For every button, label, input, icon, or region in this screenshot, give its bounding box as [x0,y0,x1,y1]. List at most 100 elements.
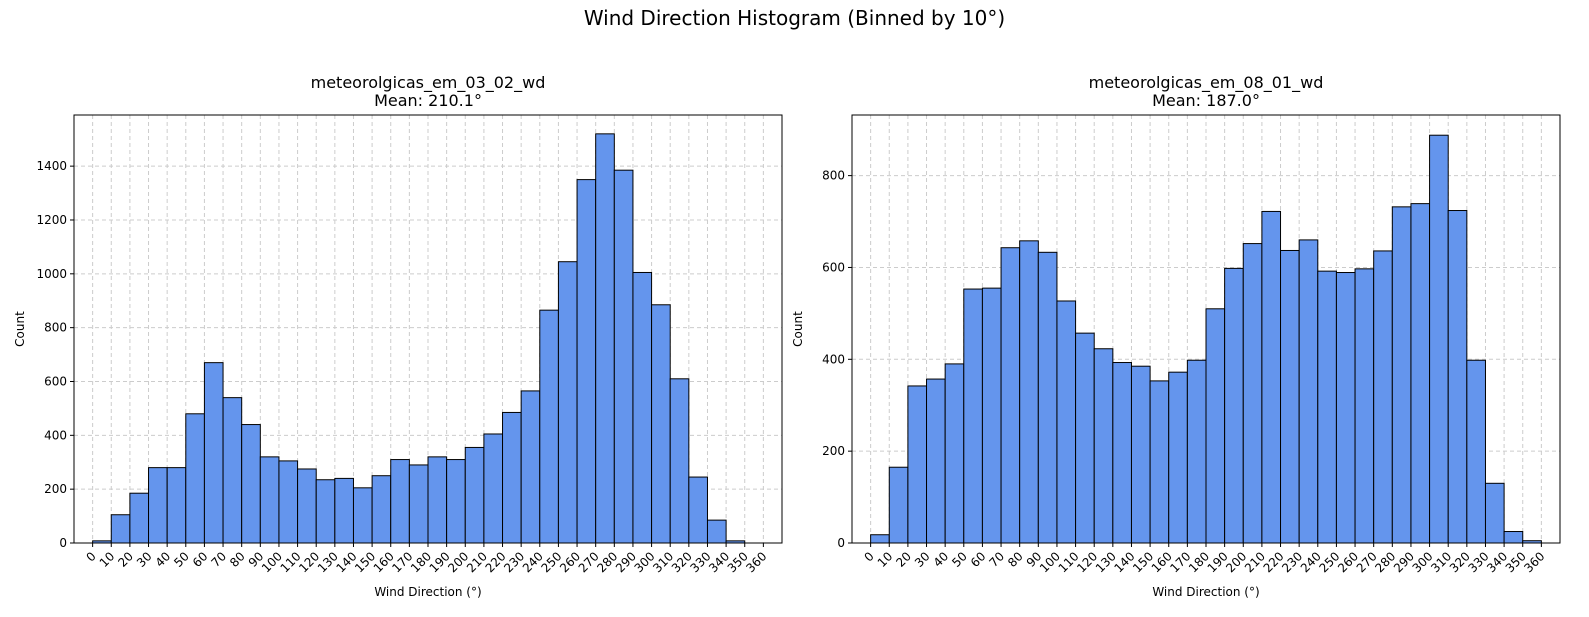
x-tick-label: 20 [893,549,914,570]
y-ticks: 0 200 400 600 800 1000 1200 1400 [36,159,74,550]
histogram-bar [1354,268,1375,544]
histogram-bar [595,133,615,544]
histogram-bar [1075,332,1095,544]
x-tick-label: 0 [861,549,876,564]
histogram-bar [1149,380,1170,544]
histogram-bar [110,514,131,544]
histogram-bar [688,476,708,544]
histogram-bar [352,487,373,544]
x-tick-label: 50 [171,549,192,570]
histogram-bar [259,456,280,544]
y-tick-label: 600 [44,374,67,388]
histogram-bar [129,492,150,544]
histogram-bar [446,459,466,544]
histogram-bar [706,519,727,544]
x-tick-label: 360 [743,549,769,575]
x-tick-label: 70 [208,549,229,570]
histogram-bar [241,424,261,544]
histogram-bar [1242,243,1263,544]
histogram-bar [520,390,541,544]
y-ticks: 0 200 400 600 800 [822,169,852,550]
histogram-bar [1056,300,1077,544]
histogram-bar [1186,359,1207,544]
x-tick-label: 40 [931,549,952,570]
histogram-bar [981,287,1002,544]
histogram-bar [185,413,205,544]
y-tick-label: 800 [44,321,67,335]
histogram-bar [1317,270,1337,544]
x-tick-label: 30 [134,549,155,570]
x-tick-label: 50 [949,549,970,570]
histogram-bar [1484,482,1505,544]
x-tick-label: 60 [190,549,211,570]
x-ticks: 0102030405060708090100110120130140150160… [83,543,769,575]
histogram-bar [315,479,336,544]
histogram-bar [1280,249,1300,544]
x-tick-label: 20 [115,549,136,570]
histogram-bar [278,460,299,544]
figure-title: Wind Direction Histogram (Binned by 10°) [583,6,1006,30]
histogram-bar [926,378,946,544]
histogram-bar [483,433,504,544]
x-tick-label: 10 [875,549,896,570]
y-tick-label: 400 [822,352,845,366]
histogram-bar [576,179,597,544]
histogram-bar [1019,240,1039,544]
histogram-bars [870,134,1542,544]
x-tick-label: 40 [153,549,174,570]
y-tick-label: 1400 [36,159,67,173]
y-axis-label: Count [791,311,805,347]
histogram-bar [1205,308,1226,544]
y-tick-label: 200 [44,482,67,496]
x-tick-label: 80 [1005,549,1026,570]
x-tick-label: 0 [83,549,98,564]
histogram-bar [1112,362,1132,544]
histogram-bar [1410,203,1431,544]
histogram-bar [907,385,928,544]
histogram-bar [297,468,317,544]
histogram-bar [963,288,983,544]
histogram-bar [390,459,410,544]
histogram-bar [613,169,634,544]
histogram-bar [1298,239,1319,544]
y-tick-label: 600 [822,260,845,274]
x-tick-label: 80 [227,549,248,570]
y-tick-label: 200 [822,444,845,458]
histogram-bar [651,304,671,544]
histogram-bar [1037,251,1058,544]
histogram-bar [1000,247,1021,544]
histogram-bar [669,378,690,544]
histogram-bar [557,261,578,544]
subplot-mean-label: Mean: 187.0° [1152,91,1260,110]
x-tick-label: 60 [968,549,989,570]
histogram-bar [1503,531,1524,544]
histogram-bar [539,309,559,544]
x-axis-label: Wind Direction (°) [1152,585,1259,599]
y-tick-label: 0 [837,536,845,550]
y-axis-label: Count [13,311,27,347]
histogram-bar [502,411,522,544]
histogram-bar [1335,272,1356,544]
subplot-title: meteorolgicas_em_03_02_wd [311,73,546,93]
histogram-bar [1391,206,1412,544]
histogram-bar [888,466,909,544]
histogram-bar [427,456,448,544]
histogram-bar [1130,365,1151,544]
x-tick-label: 360 [1521,549,1547,575]
y-tick-label: 400 [44,428,67,442]
x-tick-label: 10 [97,549,118,570]
histogram-bar [944,363,965,544]
histogram-bar [166,467,187,544]
x-ticks: 0102030405060708090100110120130140150160… [861,543,1547,575]
histogram-bar [1373,250,1393,544]
y-tick-label: 1000 [36,267,67,281]
histogram-bar [148,467,168,544]
x-axis-label: Wind Direction (°) [374,585,481,599]
histogram-bar [222,397,243,544]
y-tick-label: 0 [59,536,67,550]
histogram-bar [1466,359,1486,544]
histogram-bar [371,475,392,544]
subplot-title: meteorolgicas_em_08_01_wd [1089,73,1324,93]
